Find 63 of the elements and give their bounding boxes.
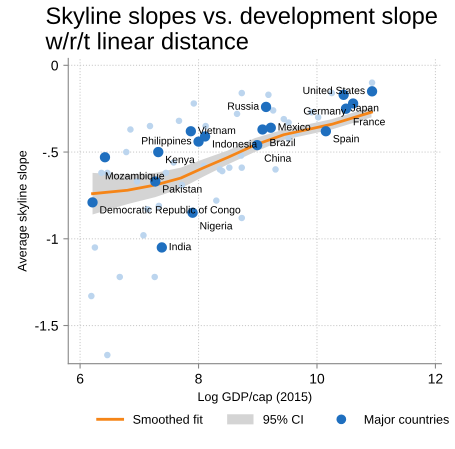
- y-tick-label: 0: [51, 60, 58, 70]
- point: [238, 214, 246, 222]
- data-label: Spain: [333, 134, 359, 144]
- point: [87, 197, 98, 208]
- data-label: France: [354, 118, 385, 126]
- data-label: United States: [303, 86, 365, 94]
- legend-label: Smoothed fit: [133, 414, 203, 424]
- x-tick-label: 10: [310, 374, 324, 384]
- x-tick-label: 8: [195, 374, 202, 384]
- point: [127, 126, 134, 133]
- point: [238, 164, 246, 171]
- point: [140, 232, 147, 239]
- data-label: Philippines: [142, 136, 192, 146]
- point: [265, 92, 272, 98]
- point: [104, 352, 111, 358]
- point: [280, 116, 288, 122]
- y-axis-title: Average skyline slope: [17, 150, 30, 272]
- point: [238, 152, 244, 159]
- x-axis-title: Log GDP/cap (2015): [198, 392, 312, 404]
- point: [213, 197, 220, 204]
- legend-label: Major countries: [364, 414, 449, 426]
- point: [272, 166, 279, 173]
- point: [176, 118, 182, 124]
- point: [100, 152, 110, 162]
- point: [151, 274, 158, 280]
- point: [270, 107, 276, 114]
- point: [234, 110, 240, 118]
- x-tick-label: 12: [428, 374, 442, 384]
- point: [257, 124, 268, 135]
- y-tick-label: -.5: [42, 148, 58, 158]
- data-label: Vietnam: [198, 126, 236, 134]
- data-label: Kenya: [166, 156, 195, 166]
- data-label: Mozambique: [106, 172, 164, 182]
- point: [193, 136, 204, 147]
- point: [92, 244, 98, 251]
- point: [116, 274, 124, 280]
- data-label: Germany: [304, 107, 346, 117]
- point: [260, 102, 272, 112]
- data-label: Pakistan: [163, 185, 202, 193]
- point: [190, 100, 198, 107]
- y-tick-label: -1: [46, 234, 58, 244]
- point: [153, 146, 164, 158]
- point: [88, 292, 95, 300]
- data-label: China: [264, 154, 292, 162]
- x-tick-label: 6: [76, 374, 84, 384]
- point: [146, 122, 154, 130]
- point: [366, 86, 378, 96]
- data-label: Brazil: [270, 138, 295, 146]
- data-label: Mexico: [278, 122, 310, 131]
- point: [320, 126, 332, 136]
- chart-title: Skyline slopes vs. development slope w/r/t linear distance: [45, 6, 437, 50]
- point: [123, 148, 130, 156]
- point: [368, 79, 376, 86]
- text: 95% CI: [263, 414, 303, 424]
- data-label: Russia: [228, 102, 260, 110]
- point: [238, 90, 246, 96]
- data-label: India: [170, 242, 192, 250]
- point: [156, 242, 167, 253]
- data-label: Nigeria: [200, 222, 233, 232]
- point: [98, 170, 105, 176]
- y-tick-label: -1.5: [35, 321, 58, 331]
- point: [226, 164, 233, 171]
- point: [186, 126, 196, 136]
